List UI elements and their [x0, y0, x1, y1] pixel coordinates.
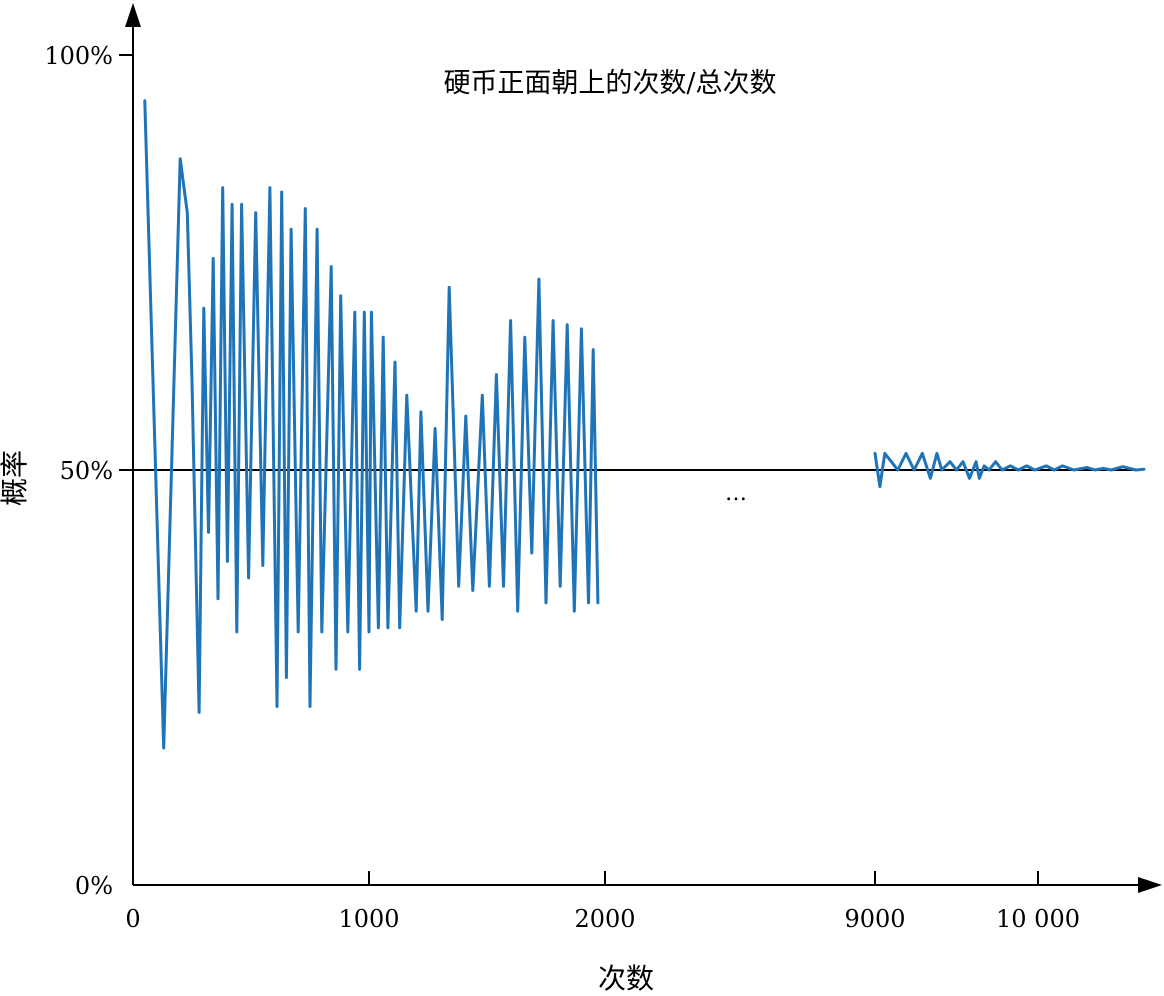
chart-title: 硬币正面朝上的次数/总次数: [443, 68, 776, 99]
x-tick-label: 10 000: [996, 905, 1080, 933]
series-line-segment-2: [873, 451, 1146, 489]
y-tick-label: 0%: [75, 872, 113, 900]
x-axis-label: 次数: [598, 962, 654, 995]
y-axis-arrow-icon: [125, 3, 141, 27]
axis-break-ellipsis: …: [725, 481, 747, 506]
y-tick-label: 50%: [60, 457, 113, 485]
y-tick-label: 100%: [44, 42, 113, 70]
x-tick-label: 0: [125, 905, 140, 933]
axes: [125, 3, 1162, 893]
x-axis-arrow-icon: [1138, 877, 1162, 893]
y-ticks: 0% 50% 100%: [44, 42, 133, 900]
x-tick-label: 9000: [844, 905, 905, 933]
x-tick-label: 1000: [338, 905, 399, 933]
y-axis-label: 概率: [0, 450, 31, 506]
x-tick-label: 2000: [574, 905, 635, 933]
series-line-segment-1: [143, 99, 600, 750]
series-group: [143, 99, 1146, 750]
x-ticks: 0 1000 2000 9000 10 000: [125, 871, 1080, 933]
